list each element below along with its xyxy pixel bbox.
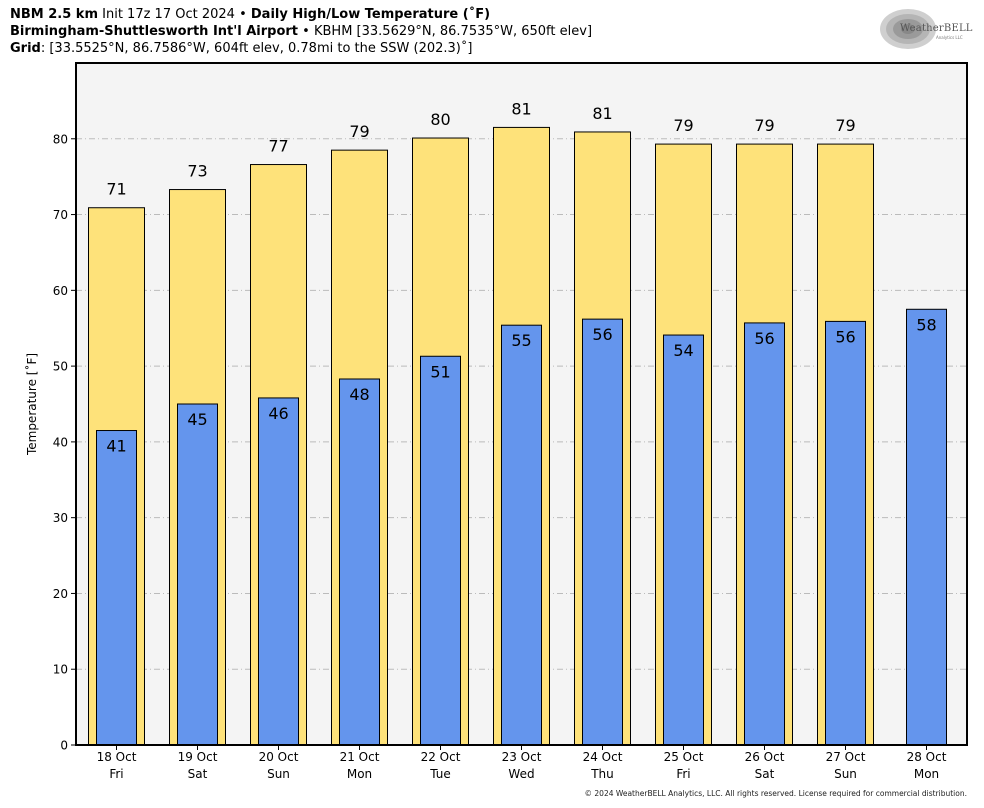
high-temp-label: 73 xyxy=(187,162,207,181)
x-tick-label-date: 21 Oct xyxy=(340,750,380,764)
axes: 0 10 20 30 40 50 60 70 80 18 Oct Fri 19 Oct Sat 20 Oc… xyxy=(53,132,947,781)
low-temp-bar xyxy=(258,397,299,746)
x-tick-label-date: 25 Oct xyxy=(664,750,704,764)
logo-subtext: Analytics LLC xyxy=(936,35,963,40)
low-temp-bar xyxy=(420,355,461,746)
high-temp-label: 79 xyxy=(673,116,693,135)
y-axis-label: Temperature [˚F] xyxy=(24,353,39,456)
station-name: Birmingham-Shuttlesworth Int'l Airport xyxy=(10,24,299,39)
x-tick-label-day: Thu xyxy=(590,767,614,781)
low-temp-bar xyxy=(177,403,218,746)
y-tick-label: 70 xyxy=(53,208,68,222)
y-tick-label: 20 xyxy=(53,587,68,601)
copyright-notice: © 2024 WeatherBELL Analytics, LLC. All r… xyxy=(584,789,967,798)
high-temp-label: 81 xyxy=(592,104,612,123)
separator: • xyxy=(239,7,247,22)
header-line-1: NBM 2.5 km Init 17z 17 Oct 2024 • Daily … xyxy=(10,7,490,23)
plot-frame xyxy=(75,62,968,746)
grid-info: : [33.5525°N, 86.7586°W, 604ft elev, 0.7… xyxy=(40,41,473,56)
high-temp-label: 79 xyxy=(754,116,774,135)
low-temp-bar xyxy=(501,324,542,746)
low-temp-label: 51 xyxy=(430,362,450,381)
low-temp-label: 41 xyxy=(106,437,126,456)
y-tick-label: 60 xyxy=(53,284,68,298)
x-tick-label-day: Sun xyxy=(267,767,290,781)
high-temp-label: 79 xyxy=(349,122,369,141)
high-temp-label: 71 xyxy=(106,180,126,199)
logo-swirl-icon xyxy=(880,9,936,49)
low-temp-label: 48 xyxy=(349,385,369,404)
x-tick-label-day: Tue xyxy=(429,767,451,781)
x-tick-label-day: Sat xyxy=(188,767,208,781)
low-temp-label: 56 xyxy=(754,329,774,348)
bars xyxy=(88,126,947,746)
x-tick-label-day: Wed xyxy=(508,767,534,781)
x-tick-label-day: Sat xyxy=(755,767,775,781)
grid-label: Grid xyxy=(10,41,41,56)
low-temp-bar xyxy=(339,378,380,746)
x-tick-label-date: 23 Oct xyxy=(502,750,542,764)
low-temp-bar xyxy=(582,318,623,746)
logo-text: WeatherBELL xyxy=(900,23,973,34)
y-tick-label: 40 xyxy=(53,435,68,449)
x-tick-label-day: Fri xyxy=(676,767,690,781)
header-line-3: Grid: [33.5525°N, 86.7586°W, 604ft elev,… xyxy=(10,41,472,57)
x-tick-label-date: 28 Oct xyxy=(907,750,947,764)
header-line-2: Birmingham-Shuttlesworth Int'l Airport •… xyxy=(10,24,592,40)
product-title: Daily High/Low Temperature (˚F) xyxy=(250,7,491,22)
high-temp-label: 77 xyxy=(268,137,288,156)
x-tick-label-day: Mon xyxy=(347,767,372,781)
separator: • xyxy=(302,24,310,39)
y-tick-label: 80 xyxy=(53,132,68,146)
low-temp-bar xyxy=(825,320,866,746)
low-temp-label: 45 xyxy=(187,410,207,429)
high-temp-label: 81 xyxy=(511,99,531,118)
y-tick-label: 50 xyxy=(53,360,68,374)
low-temp-bar xyxy=(744,322,785,746)
data-labels: 71 41 73 45 77 46 79 48 80 51 81 55 81 56 79 54 79 56 79 56… xyxy=(106,99,936,455)
x-tick-label-day: Mon xyxy=(914,767,939,781)
high-temp-label: 80 xyxy=(430,110,450,129)
y-tick-label: 30 xyxy=(53,511,68,525)
x-tick-label-date: 18 Oct xyxy=(97,750,137,764)
x-tick-label-date: 20 Oct xyxy=(259,750,299,764)
x-tick-label-date: 26 Oct xyxy=(745,750,785,764)
x-tick-label-day: Fri xyxy=(109,767,123,781)
low-temp-label: 55 xyxy=(511,331,531,350)
station-info: KBHM [33.5629°N, 86.7535°W, 650ft elev] xyxy=(313,24,593,39)
y-tick-label: 0 xyxy=(60,739,68,753)
weatherbell-logo: WeatherBELL Analytics LLC xyxy=(878,6,973,52)
x-tick-label-date: 27 Oct xyxy=(826,750,866,764)
low-temp-bar xyxy=(96,430,137,746)
x-tick-label-date: 22 Oct xyxy=(421,750,461,764)
low-temp-label: 56 xyxy=(592,325,612,344)
low-temp-label: 58 xyxy=(916,315,936,334)
x-tick-label-day: Sun xyxy=(834,767,857,781)
low-temp-bar xyxy=(663,334,704,746)
low-temp-label: 56 xyxy=(835,327,855,346)
low-temp-label: 54 xyxy=(673,341,693,360)
low-temp-bar xyxy=(906,308,947,746)
y-tick-label: 10 xyxy=(53,663,68,677)
init-time: Init 17z 17 Oct 2024 xyxy=(102,7,235,22)
x-tick-label-date: 19 Oct xyxy=(178,750,218,764)
high-temp-label: 79 xyxy=(835,116,855,135)
model-name: NBM 2.5 km xyxy=(10,7,98,22)
x-tick-label-date: 24 Oct xyxy=(583,750,623,764)
low-temp-label: 46 xyxy=(268,404,288,423)
